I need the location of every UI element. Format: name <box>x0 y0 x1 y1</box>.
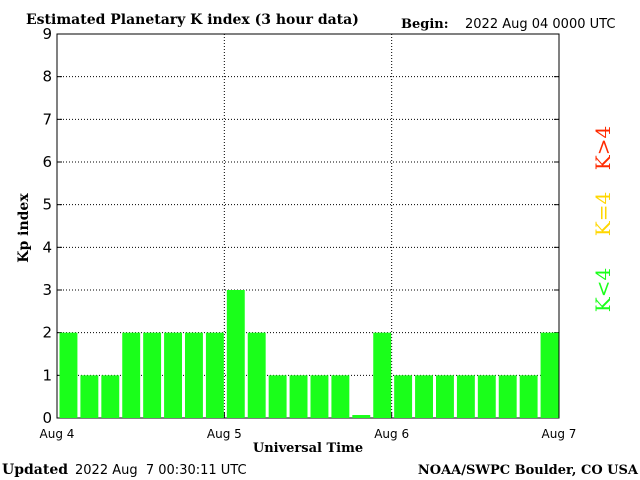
x-tick-label: Aug 4 <box>40 427 75 441</box>
kp-bar <box>247 332 266 418</box>
kp-bar <box>436 375 454 418</box>
y-tick-label: 4 <box>42 238 52 256</box>
kp-bar <box>373 332 392 418</box>
kp-bar <box>101 375 120 418</box>
y-tick-label: 9 <box>42 25 52 43</box>
y-tick-label: 8 <box>42 68 52 86</box>
kp-bar <box>415 375 433 418</box>
kp-bar <box>205 332 224 418</box>
kp-bar <box>477 375 496 418</box>
y-tick-labels: 0 1 2 3 4 5 6 7 8 9 <box>42 25 52 427</box>
y-tick-label: 5 <box>42 196 52 214</box>
y-tick-label: 6 <box>42 153 52 171</box>
kp-bar <box>519 375 538 418</box>
legend-equal-4: K=4 <box>591 192 615 236</box>
kp-bar <box>498 375 517 418</box>
y-tick-label: 2 <box>42 324 52 342</box>
updated-label: Updated <box>2 462 68 478</box>
kp-bar <box>289 375 308 418</box>
legend-above-4: K>4 <box>591 126 615 170</box>
kp-bar <box>122 332 141 418</box>
kp-bar <box>59 332 78 418</box>
kp-bar <box>456 375 475 418</box>
y-axis-label: Kp index <box>16 193 32 263</box>
kp-bar <box>352 415 371 418</box>
kp-bar <box>268 375 287 418</box>
x-axis-label: Universal Time <box>253 441 363 456</box>
kp-bar <box>185 332 203 418</box>
y-tick-label: 3 <box>42 281 52 299</box>
kp-bar <box>540 332 559 418</box>
begin-value: 2022 Aug 04 0000 UTC <box>465 17 615 32</box>
y-tick-label: 7 <box>42 110 52 128</box>
y-tick-label: 1 <box>42 366 52 384</box>
chart-title: Estimated Planetary K index (3 hour data… <box>26 12 359 28</box>
kp-bar <box>143 332 162 418</box>
x-tick-label: Aug 7 <box>542 427 577 441</box>
kp-bar <box>310 375 329 418</box>
kp-bar <box>331 375 350 418</box>
x-tick-label: Aug 5 <box>207 427 242 441</box>
kp-bar <box>226 290 245 418</box>
bars-group <box>59 290 559 418</box>
x-tick-labels: Aug 4 Aug 5 Aug 6 Aug 7 <box>40 427 577 441</box>
kp-bar <box>164 332 182 418</box>
legend-below-4: K<4 <box>591 268 615 312</box>
x-tick-label: Aug 6 <box>374 427 409 441</box>
begin-label: Begin: <box>401 17 449 32</box>
kp-bar <box>394 375 413 418</box>
y-tick-label: 0 <box>42 409 52 427</box>
source-credit: NOAA/SWPC Boulder, CO USA <box>418 463 639 478</box>
updated-value: 2022 Aug 7 00:30:11 UTC <box>75 463 247 478</box>
kp-bar <box>80 375 99 418</box>
plot-area <box>56 33 560 419</box>
